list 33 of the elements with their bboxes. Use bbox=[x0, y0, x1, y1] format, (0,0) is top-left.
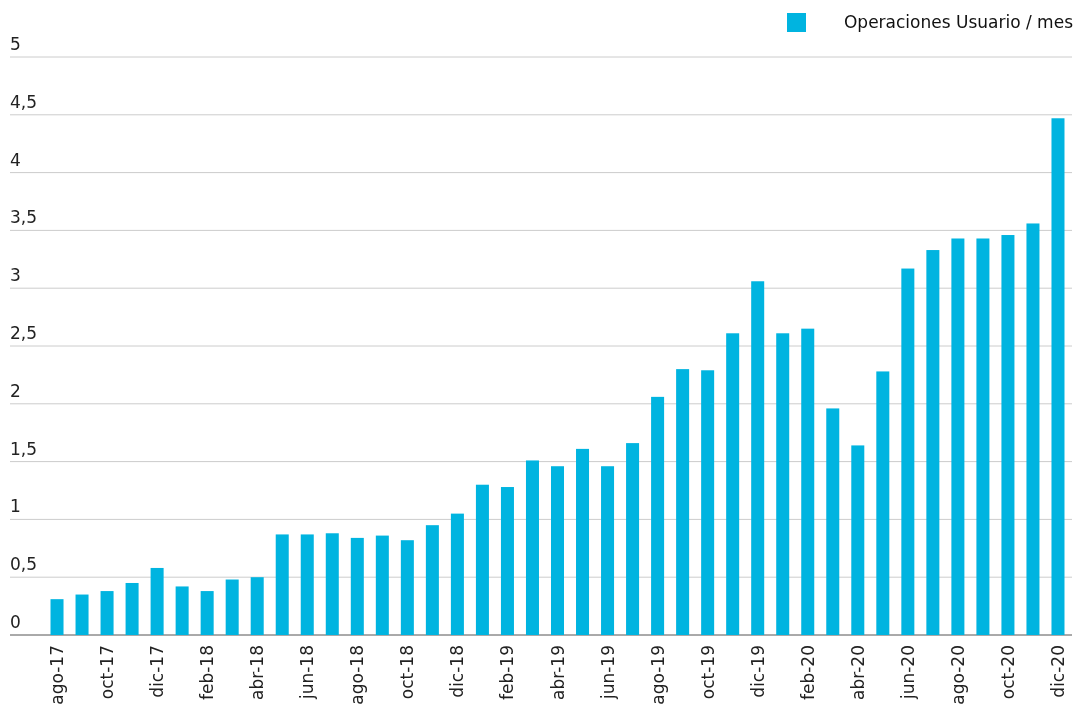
y-tick-label: 1 bbox=[10, 496, 21, 517]
x-tick-label: feb-18 bbox=[197, 645, 218, 701]
x-tick-label: dic-20 bbox=[1047, 645, 1068, 698]
x-tick-label: jun-20 bbox=[897, 645, 918, 701]
x-tick-label: oct-17 bbox=[97, 645, 118, 700]
y-tick-label: 4 bbox=[10, 149, 21, 170]
y-tick-label: 1,5 bbox=[10, 438, 38, 459]
x-tick-label: oct-20 bbox=[997, 645, 1018, 700]
x-tick-label: abr-20 bbox=[847, 645, 868, 700]
y-tick-label: 3,5 bbox=[10, 207, 38, 228]
x-tick-label: dic-18 bbox=[447, 645, 468, 698]
x-tick-label: ago-17 bbox=[47, 645, 68, 705]
y-tick-label: 2 bbox=[10, 380, 21, 401]
x-tick-label: feb-19 bbox=[497, 645, 518, 701]
x-tick-label: abr-19 bbox=[547, 645, 568, 700]
y-tick-label: 4,5 bbox=[10, 91, 38, 112]
x-tick-label: oct-18 bbox=[397, 645, 418, 700]
x-tick-label: oct-19 bbox=[697, 645, 718, 700]
x-tick-label: ago-19 bbox=[647, 645, 668, 705]
x-tick-label: ago-20 bbox=[947, 645, 968, 705]
y-tick-label: 3 bbox=[10, 265, 21, 286]
x-tick-label: dic-19 bbox=[747, 645, 768, 698]
legend-label: Operaciones Usuario / mes bbox=[843, 12, 1074, 32]
y-tick-label: 0,5 bbox=[10, 554, 38, 575]
x-tick-label: ago-18 bbox=[347, 645, 368, 705]
x-tick-label: feb-20 bbox=[797, 645, 818, 701]
x-tick-label: dic-17 bbox=[147, 645, 168, 698]
y-tick-label: 0 bbox=[10, 612, 21, 632]
x-tick-label: jun-18 bbox=[297, 645, 318, 701]
x-tick-label: abr-18 bbox=[247, 645, 268, 700]
x-tick-label: jun-19 bbox=[597, 645, 618, 701]
y-tick-label: 5 bbox=[10, 34, 21, 54]
y-tick-label: 2,5 bbox=[10, 323, 38, 343]
